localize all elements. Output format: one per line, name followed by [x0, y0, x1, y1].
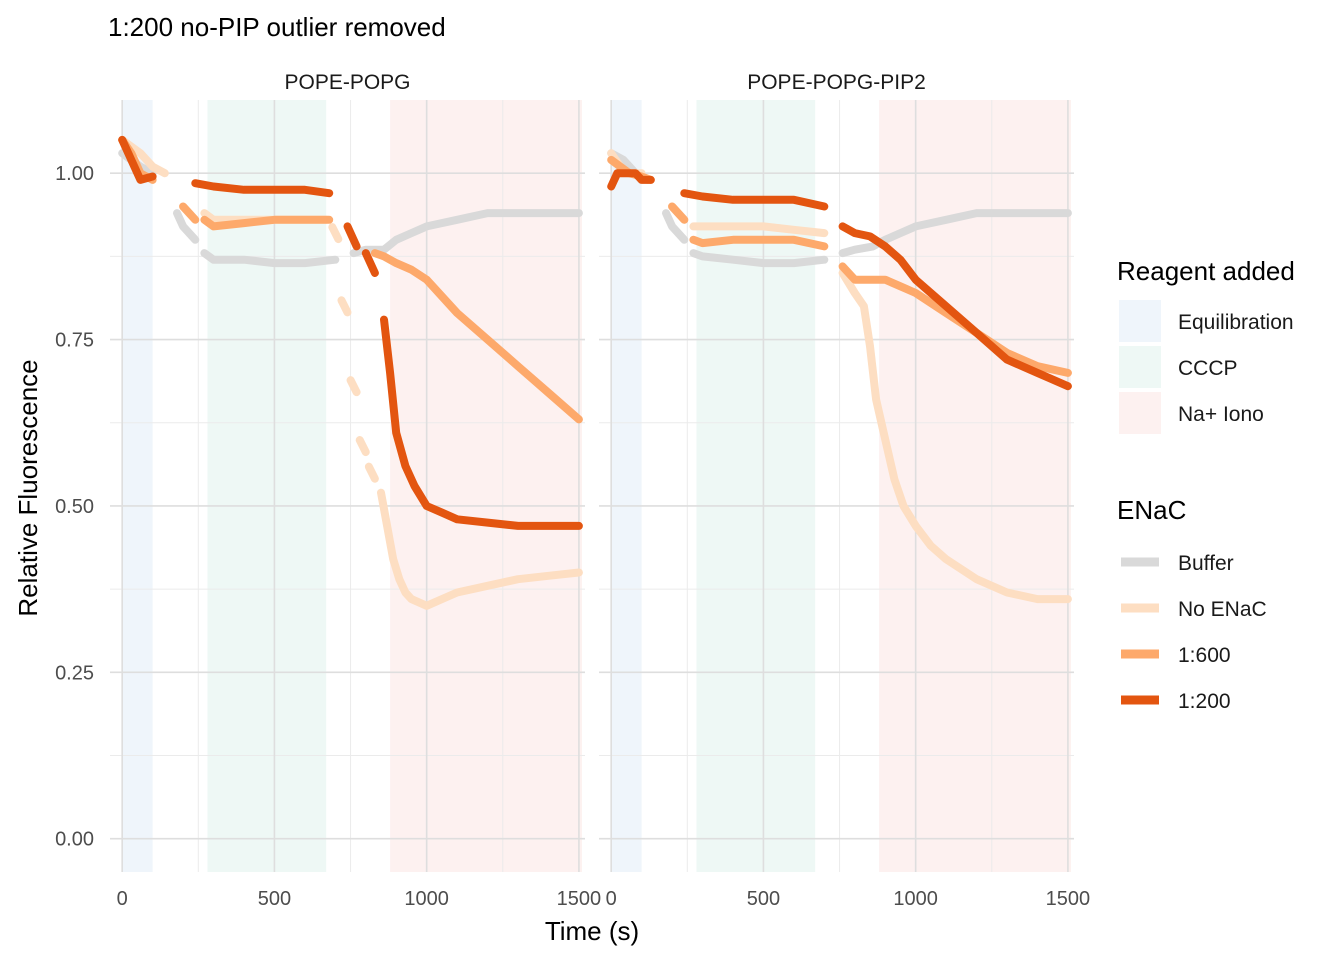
- chart-panels: POPE-POPG 0 500 1000 1500 0.00 0.25 0.50 0.75 1.0…: [55, 71, 1090, 910]
- y-axis-label: Relative Fluorescence: [13, 359, 43, 616]
- line-segment: [689, 235, 829, 251]
- line-segment: [343, 222, 361, 251]
- line-segment: [200, 215, 334, 231]
- series-buffer: [118, 149, 583, 268]
- legend-label-1-200: 1:200: [1178, 690, 1231, 713]
- band-equilibration: [122, 100, 153, 872]
- facet-label: POPE-POPG-PIP2: [747, 71, 926, 94]
- x-tick-label: 500: [258, 888, 291, 910]
- x-tick-label: 1500: [557, 888, 602, 910]
- panel-pope-popg: POPE-POPG 0 500 1000 1500 0.00 0.25 0.50 0.75 1.0…: [55, 71, 601, 910]
- line-segment: [838, 209, 1072, 258]
- line-segment: [838, 262, 1072, 377]
- legend-key-equilibration: [1119, 300, 1161, 342]
- line-segment: [689, 249, 829, 268]
- x-axis-label: Time (s): [545, 916, 639, 946]
- line-segment: [380, 315, 583, 530]
- legend-label-na-iono: Na+ Iono: [1178, 403, 1264, 426]
- series-buffer: [607, 149, 1072, 268]
- x-tick-label: 1000: [404, 888, 449, 910]
- line-segment: [200, 249, 340, 268]
- line-segment: [337, 296, 352, 317]
- legend-label-buffer: Buffer: [1178, 552, 1234, 575]
- reagent-legend-title: Reagent added: [1117, 256, 1295, 286]
- line-segment: [364, 462, 379, 483]
- chart-title: 1:200 no-PIP outlier removed: [108, 12, 446, 42]
- line-segment: [361, 249, 379, 277]
- line-segment: [355, 436, 370, 457]
- line-segment: [377, 488, 583, 610]
- legend-key-cccp: [1119, 346, 1161, 388]
- band-equilibration: [611, 100, 642, 872]
- y-tick-label: 1.00: [55, 163, 94, 185]
- line-segment: [191, 179, 334, 198]
- line-segment: [662, 209, 689, 244]
- line-segment: [370, 249, 583, 424]
- line-segment: [689, 222, 829, 238]
- y-tick-label: 0.50: [55, 496, 94, 518]
- panel-pope-popg-pip2: POPE-POPG-PIP2 0 500 1000 1500: [599, 71, 1090, 910]
- line-segment: [173, 209, 200, 244]
- line-segment: [179, 202, 200, 224]
- series-1-200: [118, 135, 583, 530]
- line-segment: [838, 222, 1072, 391]
- legend-label-cccp: CCCP: [1178, 357, 1238, 380]
- legend-label-equilibration: Equilibration: [1178, 311, 1294, 334]
- line-segment: [668, 202, 689, 224]
- legends: Reagent added Equilibration CCCP Na+ Iono EN…: [1117, 256, 1295, 713]
- line-segment: [680, 189, 829, 211]
- line-segment: [349, 209, 583, 258]
- facet-label: POPE-POPG: [284, 71, 410, 94]
- legend-key-na-iono: [1119, 392, 1161, 434]
- y-tick-label: 0.00: [55, 829, 94, 851]
- enac-legend-title: ENaC: [1117, 495, 1186, 525]
- line-segment: [118, 135, 157, 184]
- x-tick-label: 1000: [893, 888, 938, 910]
- x-tick-label: 500: [747, 888, 780, 910]
- line-segment: [346, 376, 361, 397]
- x-tick-label: 0: [117, 888, 128, 910]
- x-tick-label: 0: [606, 888, 617, 910]
- x-tick-label: 1500: [1046, 888, 1091, 910]
- line-segment: [607, 169, 655, 191]
- band-cccp: [696, 100, 816, 872]
- line-segment: [328, 223, 343, 244]
- y-tick-label: 0.25: [55, 662, 94, 684]
- y-tick-label: 0.75: [55, 330, 94, 352]
- series-1-200: [607, 169, 1072, 391]
- legend-label-no-enac: No ENaC: [1178, 598, 1267, 621]
- line-segment: [838, 269, 1072, 604]
- legend-label-1-600: 1:600: [1178, 644, 1231, 667]
